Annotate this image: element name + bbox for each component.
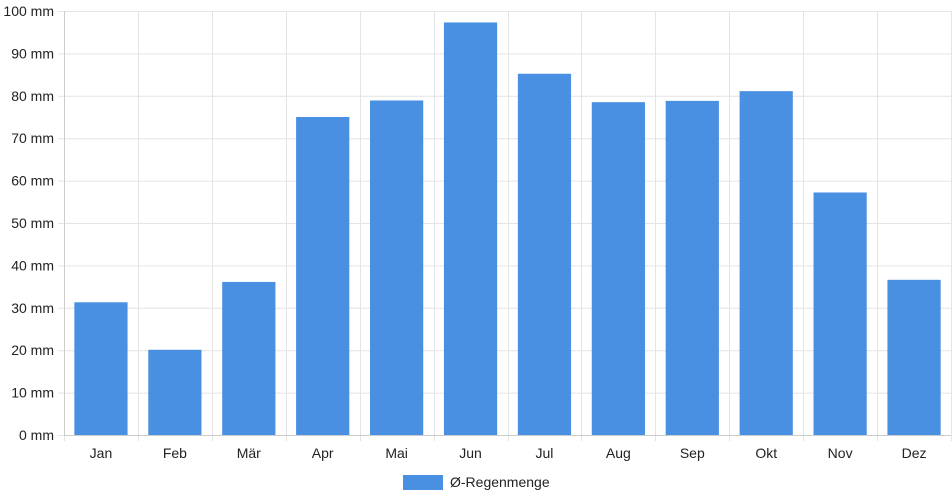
x-tick-label: Jul [536,445,554,461]
bar-dez [887,279,941,435]
legend-label: Ø-Regenmenge [450,474,550,490]
x-tick-label: Sep [680,445,705,461]
x-tick-label: Apr [312,445,334,461]
bar-mär [222,281,276,435]
x-tick-label: Feb [163,445,187,461]
bar-mai [370,100,424,436]
x-tick-label: Jan [90,445,113,461]
y-tick-label: 60 mm [11,173,54,189]
bar-jan [74,302,128,435]
x-tick-label: Aug [606,445,631,461]
y-tick-label: 80 mm [11,88,54,104]
x-tick-label: Mär [237,445,261,461]
bar-apr [296,117,350,435]
bar-nov [813,192,867,435]
bar-feb [148,349,202,435]
y-tick-label: 10 mm [11,385,54,401]
x-tick-label: Okt [755,445,777,461]
x-tick-label: Dez [902,445,927,461]
bar-jun [443,22,498,436]
x-tick-label: Jun [459,445,482,461]
legend[interactable]: Ø-Regenmenge [403,474,550,490]
y-tick-label: 70 mm [11,130,54,146]
y-tick-label: 30 mm [11,300,54,316]
y-tick-label: 90 mm [11,45,54,61]
y-tick-label: 50 mm [11,215,54,231]
bars [74,22,941,436]
y-tick-label: 40 mm [11,257,54,273]
x-tick-label: Nov [828,445,853,461]
y-tick-label: 20 mm [11,342,54,358]
y-tick-label: 100 mm [3,3,54,19]
bar-sep [665,100,719,435]
x-tick-label: Mai [385,445,408,461]
bar-okt [739,91,793,436]
y-tick-label: 0 mm [19,427,54,443]
axes: 0 mm 10 mm 20 mm 30 mm 40 mm 50 mm 60 mm 70 mm 8… [3,3,951,461]
legend-swatch [403,475,443,490]
bar-aug [591,102,645,435]
bar-jul [517,73,572,435]
